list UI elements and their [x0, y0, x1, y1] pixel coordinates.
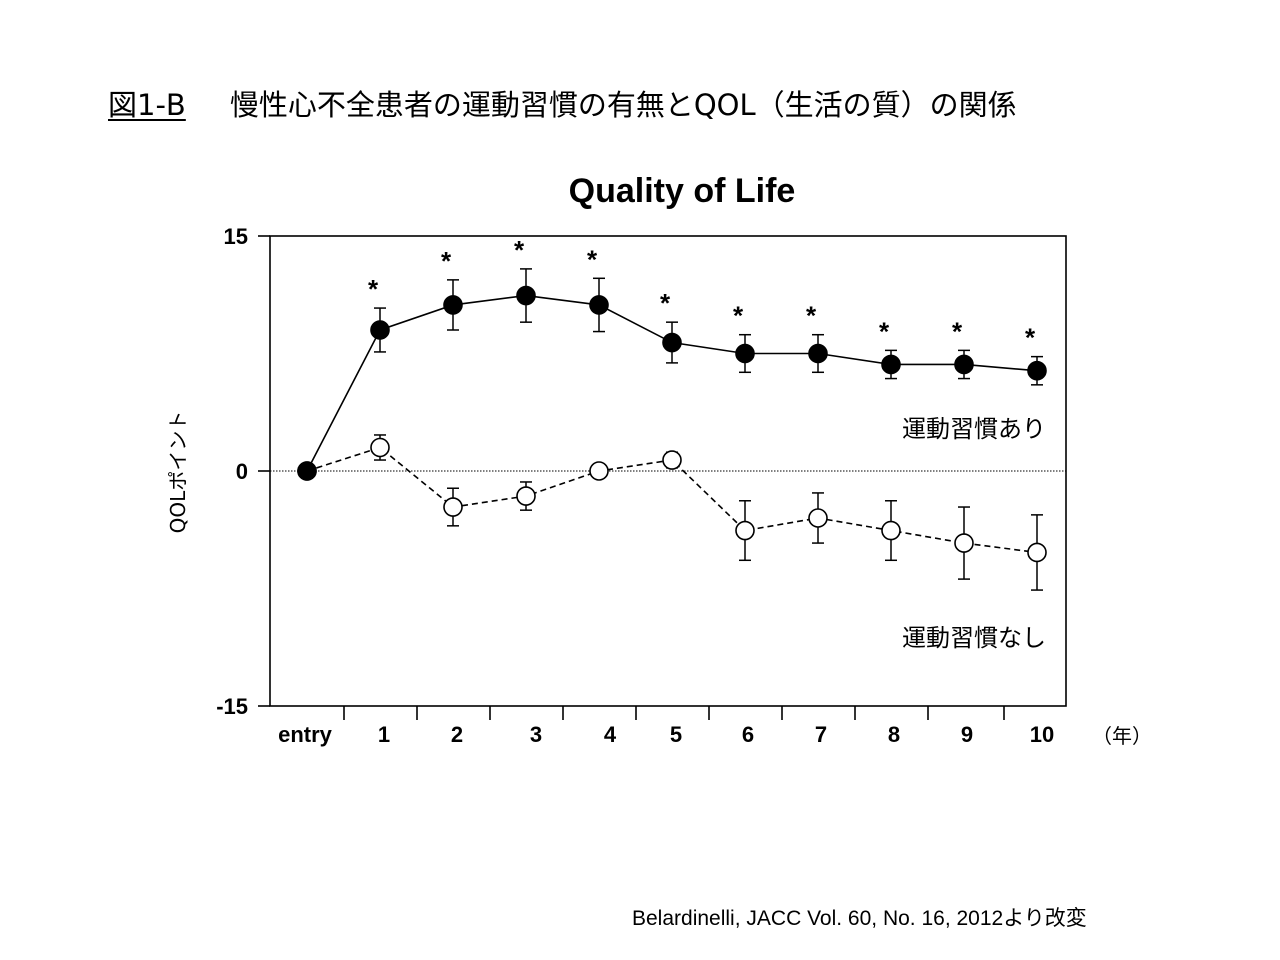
x-tick-label: 6 — [742, 722, 754, 747]
data-point-no-exercise — [808, 508, 828, 528]
series-label-exercise: 運動習慣あり — [902, 415, 1046, 443]
x-tick-label: 4 — [604, 722, 617, 747]
data-point-no-exercise — [443, 497, 463, 517]
significance-marker: * — [514, 235, 525, 265]
data-point-no-exercise — [1027, 542, 1047, 563]
data-point-exercise — [954, 354, 974, 375]
x-tick-label: 10 — [1030, 722, 1054, 747]
y-tick-label: -15 — [216, 694, 248, 719]
data-point-exercise — [443, 295, 463, 315]
data-point-exercise — [808, 343, 828, 364]
significance-marker: * — [806, 301, 817, 331]
axes-layer: 15 0 -15 entry 1 2 3 4 5 6 7 8 9 10 — [216, 224, 1066, 747]
x-tick-label: 2 — [451, 722, 463, 747]
significance-marker: * — [368, 274, 379, 304]
data-point-no-exercise — [297, 461, 317, 481]
x-tick-label: 1 — [378, 722, 390, 747]
figure-label: 図1-B — [108, 88, 186, 122]
x-tick-label: 3 — [530, 722, 542, 747]
significance-marker: * — [660, 288, 671, 318]
x-unit-label: （年） — [1092, 724, 1152, 748]
figure-title: 慢性心不全患者の運動習慣の有無とQOL（生活の質）の関係 — [229, 88, 1017, 122]
significance-marker: * — [441, 246, 452, 276]
data-point-no-exercise — [589, 461, 609, 481]
data-point-no-exercise — [662, 450, 682, 470]
x-tick-label: 7 — [815, 722, 827, 747]
data-point-exercise — [370, 320, 390, 340]
x-tick-label: 8 — [888, 722, 900, 747]
y-tick-label: 0 — [236, 459, 248, 484]
data-point-no-exercise — [881, 520, 901, 541]
significance-marker: * — [952, 316, 963, 346]
chart-title: Quality of Life — [569, 172, 796, 210]
series-layer: * * * * * * * * * * — [297, 235, 1047, 591]
data-point-no-exercise — [516, 486, 536, 506]
data-point-exercise — [1027, 360, 1047, 381]
significance-marker: * — [1025, 323, 1036, 353]
data-point-no-exercise — [954, 533, 974, 553]
data-point-exercise — [881, 354, 901, 375]
data-point-exercise — [516, 285, 536, 306]
significance-marker: * — [733, 301, 744, 331]
data-point-exercise — [735, 343, 755, 364]
y-tick-label: 15 — [224, 224, 248, 249]
series-label-no-exercise: 運動習慣なし — [902, 624, 1046, 652]
significance-marker: * — [587, 244, 598, 274]
significance-marker: * — [879, 316, 890, 346]
data-point-exercise — [662, 332, 682, 353]
x-tick-label: 5 — [670, 722, 682, 747]
data-point-exercise — [589, 295, 609, 315]
source-citation: Belardinelli, JACC Vol. 60, No. 16, 2012… — [632, 907, 1087, 930]
data-point-no-exercise — [735, 520, 755, 541]
x-tick-label: 9 — [961, 722, 973, 747]
x-tick-label: entry — [278, 722, 333, 747]
slide-title: 図1-B 慢性心不全患者の運動習慣の有無とQOL（生活の質）の関係 — [108, 82, 1017, 124]
y-axis-label: QOLポイント — [166, 411, 190, 534]
data-point-no-exercise — [370, 437, 390, 458]
